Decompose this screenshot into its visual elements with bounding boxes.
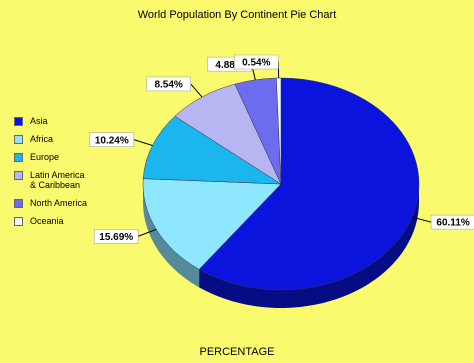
legend: Asia Africa Europe Latin America & Caribbea…	[14, 116, 124, 234]
legend-item: Oceania	[14, 216, 124, 226]
pie-slice	[142, 115, 282, 185]
value-label-box	[146, 76, 191, 92]
leader-line	[411, 216, 432, 223]
slice-side	[199, 184, 419, 308]
legend-swatch	[14, 171, 23, 180]
legend-swatch	[14, 199, 23, 208]
legend-swatch	[14, 217, 23, 226]
legend-item: Asia	[14, 116, 124, 126]
legend-item: North America	[14, 198, 124, 208]
x-axis-label: PERCENTAGE	[200, 346, 275, 358]
legend-item: Europe	[14, 152, 124, 162]
value-label: 8.54%	[154, 80, 182, 91]
value-label-box	[430, 214, 474, 230]
value-label-box	[234, 54, 279, 70]
value-label: 15.69%	[99, 232, 133, 243]
legend-label: Asia	[30, 116, 48, 126]
legend-label: North America	[30, 198, 88, 208]
legend-label: Latin America & Caribbean	[30, 170, 85, 190]
legend-item: Africa	[14, 134, 124, 144]
value-label: 60.11%	[436, 218, 469, 229]
value-label-box	[89, 132, 135, 147]
chart-title: World Population By Continent Pie Chart	[138, 9, 337, 21]
value-label: 4.88%	[215, 60, 243, 71]
leader-line	[138, 228, 157, 237]
leader-line	[190, 83, 203, 98]
value-label-box	[93, 229, 139, 244]
legend-swatch	[14, 117, 23, 126]
pie-slice	[276, 77, 282, 185]
legend-swatch	[14, 153, 23, 162]
value-label: 10.24%	[95, 135, 129, 146]
slice-side	[143, 184, 200, 288]
value-label: 0.54%	[242, 58, 270, 69]
legend-label: Europe	[30, 152, 60, 162]
leader-line	[133, 139, 153, 146]
legend-item: Latin America & Caribbean	[14, 170, 124, 190]
legend-swatch	[14, 135, 23, 144]
legend-label: Oceania	[30, 216, 64, 226]
legend-label: Africa	[30, 134, 54, 144]
